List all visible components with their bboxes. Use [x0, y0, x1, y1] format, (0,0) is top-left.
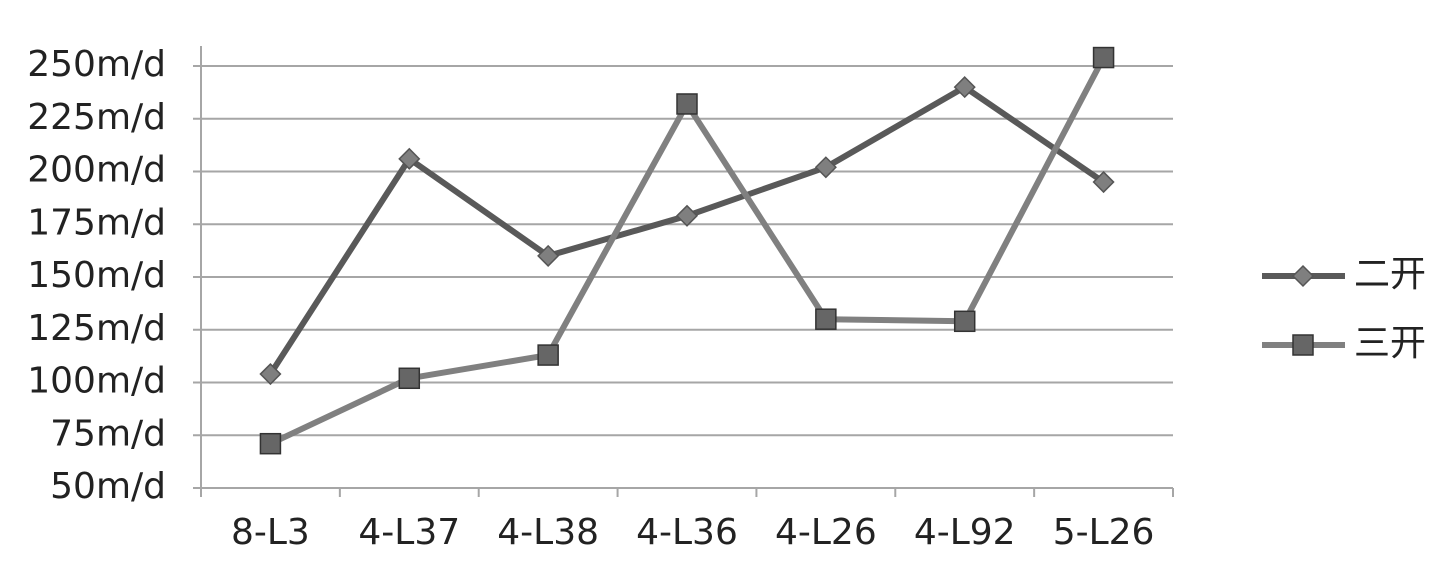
legend-marker [1292, 334, 1314, 356]
legend-label: 二开 [1354, 254, 1426, 295]
point [953, 76, 976, 99]
y-tick-label: 50m/d [50, 466, 166, 507]
point [814, 156, 837, 179]
x-tick-label: 4-L36 [636, 512, 738, 553]
point [1092, 46, 1115, 69]
y-tick-label: 125m/d [27, 308, 166, 349]
x-tick-label: 5-L26 [1053, 512, 1155, 553]
point [537, 344, 559, 366]
point [815, 308, 837, 330]
x-tick-label: 4-L92 [914, 512, 1016, 553]
series-line [269, 56, 1107, 447]
point [537, 244, 560, 267]
point [675, 204, 699, 227]
x-tick-label: 8-L3 [231, 512, 310, 553]
y-tick-label: 100m/d [27, 361, 166, 402]
series-line [267, 84, 1106, 376]
legend-marker [1291, 264, 1315, 288]
y-tick-label: 75m/d [50, 413, 166, 454]
x-tick-label: 4-L38 [497, 512, 599, 553]
y-tick-label: 225m/d [27, 97, 166, 138]
point [398, 147, 421, 170]
x-tick-label: 4-L37 [358, 512, 460, 553]
point [676, 93, 698, 115]
y-tick-label: 200m/d [27, 150, 166, 191]
point [1092, 170, 1115, 194]
point [953, 310, 976, 333]
legend-label: 三开 [1354, 323, 1426, 364]
point [259, 362, 282, 386]
y-tick-label: 150m/d [27, 255, 166, 296]
x-tick-label: 4-L26 [775, 512, 877, 553]
y-tick-label: 250m/d [27, 44, 166, 85]
point [398, 367, 421, 390]
point [259, 432, 282, 455]
y-tick-label: 175m/d [27, 202, 166, 243]
